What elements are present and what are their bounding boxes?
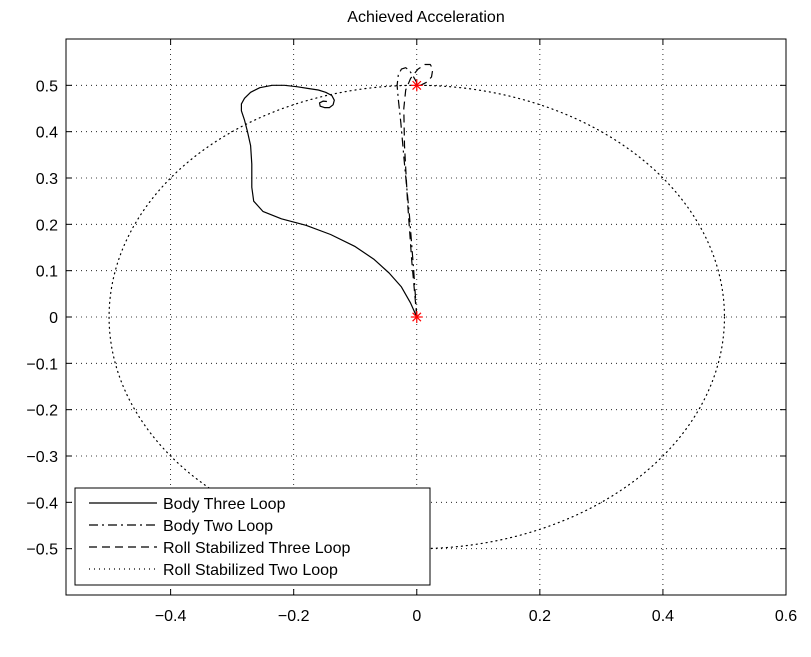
marker-layer (410, 79, 423, 323)
marker-start (410, 311, 423, 323)
series-body-two-loop (396, 67, 418, 318)
x-tick-label: 0 (412, 608, 421, 625)
x-tick-label: 0.4 (652, 608, 674, 625)
x-tick-label: 0.6 (775, 608, 797, 625)
y-tick-label: 0.1 (36, 264, 58, 281)
y-tick-label: −0.1 (26, 356, 58, 373)
y-tick-label: 0 (49, 310, 58, 327)
y-tick-label: −0.4 (26, 495, 58, 512)
y-tick-label: 0.2 (36, 217, 58, 234)
series-body-three-loop (240, 84, 418, 318)
x-tick-label: −0.4 (155, 608, 187, 625)
y-tick-label: −0.2 (26, 403, 58, 420)
legend: Body Three Loop Body Two Loop Roll Stabili… (74, 487, 431, 586)
marker-target (410, 79, 423, 92)
x-tick-label: 0.2 (529, 608, 551, 625)
y-tick-label: 0.5 (36, 78, 58, 95)
series-layer (108, 63, 726, 550)
tick-layer: −0.4 −0.2 0 0.2 0.4 0.6 −0.5 −0.4 −0.3 −0.2 −0.1 0 0… (26, 39, 797, 625)
y-tick-label: −0.3 (26, 449, 58, 466)
chart-title: Achieved Acceleration (347, 9, 504, 26)
legend-label: Body Three Loop (163, 496, 286, 513)
marker-stroke (412, 80, 422, 90)
y-tick-label: 0.3 (36, 171, 58, 188)
y-tick-label: 0.4 (36, 125, 58, 142)
legend-label: Body Two Loop (163, 518, 273, 535)
x-tick-label: −0.2 (278, 608, 310, 625)
series-roll-stabilized-three-loop (403, 63, 434, 318)
marker-stroke (412, 312, 422, 322)
legend-label: Roll Stabilized Three Loop (163, 540, 350, 557)
y-tick-label: −0.5 (26, 542, 58, 559)
legend-label: Roll Stabilized Two Loop (163, 562, 338, 579)
